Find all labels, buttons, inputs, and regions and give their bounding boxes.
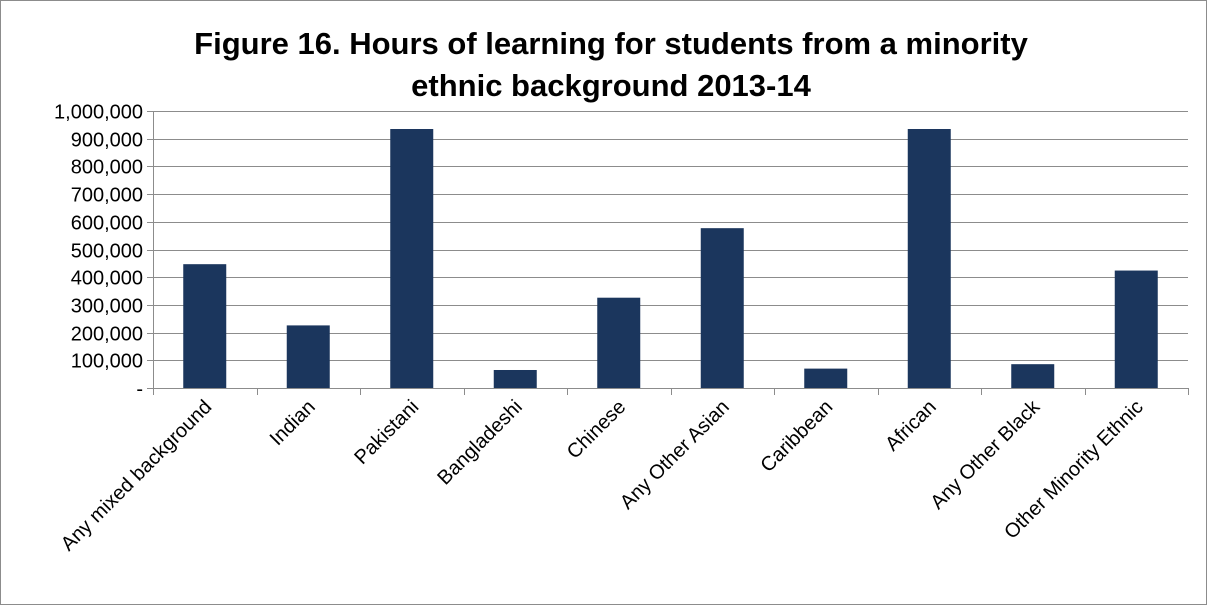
chart-title-line-1: Figure 16. Hours of learning for student… bbox=[194, 26, 1028, 61]
bar bbox=[183, 264, 227, 388]
x-tick-label: Bangladeshi bbox=[433, 396, 526, 489]
x-tick-label: Indian bbox=[266, 396, 320, 450]
y-tick-label: 300,000 bbox=[71, 296, 143, 318]
bar bbox=[804, 368, 848, 388]
y-tick-label: 400,000 bbox=[71, 268, 143, 290]
x-tick-label: Pakistani bbox=[350, 396, 423, 469]
y-tick-label: 500,000 bbox=[71, 241, 143, 263]
bar bbox=[1011, 364, 1055, 388]
bar bbox=[907, 129, 951, 388]
y-tick-label: 700,000 bbox=[71, 185, 143, 207]
x-tick-label: Any mixed background bbox=[57, 396, 216, 555]
y-tick-label: 100,000 bbox=[71, 351, 143, 373]
y-tick-label: 800,000 bbox=[71, 157, 143, 179]
chart-title: Figure 16. Hours of learning for student… bbox=[101, 23, 1121, 107]
axes bbox=[147, 111, 1189, 395]
x-tick-label: African bbox=[881, 396, 941, 456]
x-axis-tick-labels: Any mixed background Indian Pakistani Bangl… bbox=[57, 395, 1148, 555]
bar bbox=[700, 228, 744, 388]
bar bbox=[390, 129, 434, 388]
x-tick-label: Any Other Black bbox=[927, 395, 1045, 513]
y-tick-label: 600,000 bbox=[71, 213, 143, 235]
x-tick-label: Chinese bbox=[563, 396, 630, 463]
x-tick-label: Any Other Asian bbox=[616, 396, 734, 514]
y-axis-tick-labels: - 100,000 200,000 300,000 400,000 500,000 600,… bbox=[54, 102, 143, 401]
bar bbox=[493, 369, 537, 388]
y-tick-label: - bbox=[136, 379, 143, 401]
bar bbox=[597, 297, 641, 388]
bar bbox=[1114, 270, 1158, 388]
chart-title-line-2: ethnic background 2013-14 bbox=[411, 68, 811, 103]
x-tick-label: Caribbean bbox=[756, 396, 837, 477]
bars bbox=[183, 129, 1158, 388]
gridlines bbox=[153, 111, 1188, 361]
bar bbox=[286, 325, 330, 388]
y-tick-label: 900,000 bbox=[71, 130, 143, 152]
y-tick-label: 200,000 bbox=[71, 324, 143, 346]
y-tick-label: 1,000,000 bbox=[54, 102, 143, 124]
